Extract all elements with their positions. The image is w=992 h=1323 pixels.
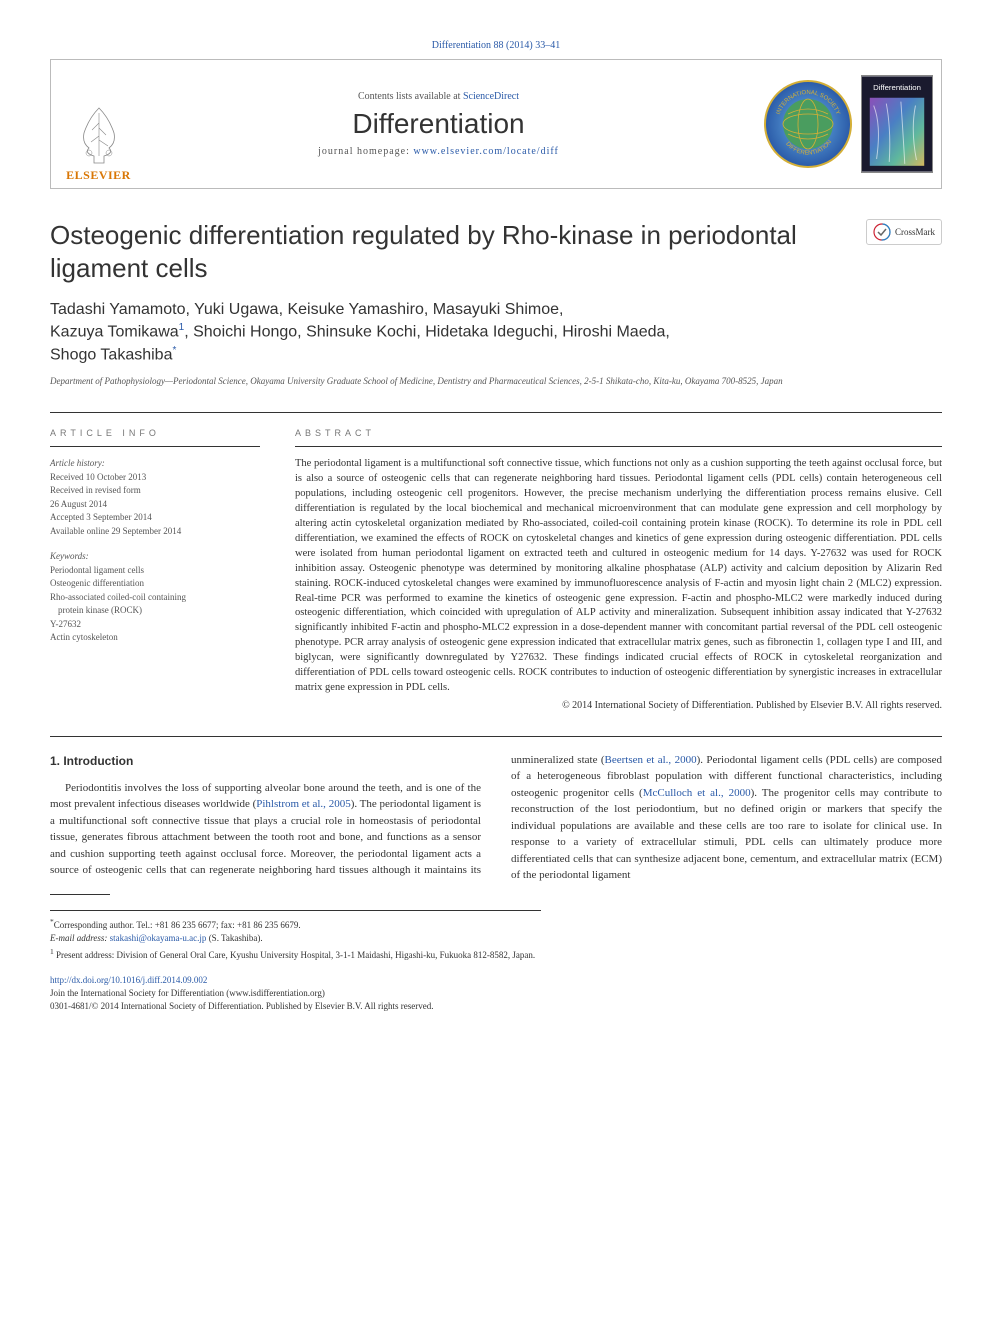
present-address-note: 1 Present address: Division of General O… (50, 946, 541, 963)
keywords-label: Keywords: (50, 550, 260, 564)
corresponding-note: *Corresponding author. Tel.: +81 86 235 … (50, 916, 541, 933)
journal-cover-icon: Differentiation (861, 75, 933, 173)
history-accepted: Accepted 3 September 2014 (50, 511, 260, 525)
publisher-label: ELSEVIER (66, 168, 131, 183)
corresponding-sup[interactable]: * (172, 345, 176, 356)
email-note: E-mail address: stakashi@okayama-u.ac.jp… (50, 932, 541, 946)
banner-center: Contents lists available at ScienceDirec… (146, 60, 731, 188)
keyword-3b: protein kinase (ROCK) (50, 604, 260, 618)
email-link[interactable]: stakashi@okayama-u.ac.jp (110, 933, 207, 943)
keyword-4: Y-27632 (50, 618, 260, 632)
keywords-block: Keywords: Periodontal ligament cells Ost… (50, 550, 260, 645)
info-abstract-row: ARTICLE INFO Article history: Received 1… (50, 412, 942, 711)
footnotes: *Corresponding author. Tel.: +81 86 235 … (50, 910, 541, 963)
history-received: Received 10 October 2013 (50, 471, 260, 485)
keyword-2: Osteogenic differentiation (50, 577, 260, 591)
journal-name: Differentiation (352, 108, 524, 140)
crossmark-badge[interactable]: CrossMark (866, 219, 942, 245)
history-revised-2: 26 August 2014 (50, 498, 260, 512)
abstract-copyright: © 2014 International Society of Differen… (295, 700, 942, 711)
ref-beertsen-2000[interactable]: Beertsen et al., 2000 (605, 754, 697, 766)
affiliation: Department of Pathophysiology—Periodonta… (50, 375, 942, 388)
issn-line: 0301-4681/© 2014 International Society o… (50, 1000, 942, 1013)
doi-link[interactable]: http://dx.doi.org/10.1016/j.diff.2014.09… (50, 975, 207, 985)
history-block: Article history: Received 10 October 201… (50, 457, 260, 538)
society-line: Join the International Society for Diffe… (50, 987, 942, 1000)
keyword-1: Periodontal ligament cells (50, 564, 260, 578)
citation-link[interactable]: Differentiation 88 (2014) 33–41 (432, 40, 560, 51)
homepage-line: journal homepage: www.elsevier.com/locat… (318, 146, 559, 157)
crossmark-icon (873, 223, 891, 241)
authors-block: Tadashi Yamamoto, Yuki Ugawa, Keisuke Ya… (50, 299, 942, 367)
article-info-header: ARTICLE INFO (50, 428, 260, 447)
authors-line-3: Shogo Takashiba* (50, 344, 942, 367)
history-revised-1: Received in revised form (50, 484, 260, 498)
history-label: Article history: (50, 457, 260, 471)
article-info-column: ARTICLE INFO Article history: Received 1… (50, 428, 260, 711)
cover-title-text: Differentiation (873, 83, 921, 92)
journal-banner: ELSEVIER Contents lists available at Sci… (50, 59, 942, 189)
isd-logo-icon: INTERNATIONAL SOCIETY DIFFERENTIATION (763, 79, 853, 169)
history-online: Available online 29 September 2014 (50, 525, 260, 539)
title-row: Osteogenic differentiation regulated by … (50, 219, 942, 284)
banner-right: INTERNATIONAL SOCIETY DIFFERENTIATION Di… (731, 60, 941, 188)
sciencedirect-link[interactable]: ScienceDirect (463, 91, 519, 102)
body-section: 1. Introduction Periodontitis involves t… (50, 736, 942, 884)
homepage-prefix: journal homepage: (318, 146, 413, 157)
publisher-logo-area: ELSEVIER (51, 60, 146, 188)
header-citation: Differentiation 88 (2014) 33–41 (50, 40, 942, 51)
homepage-link[interactable]: www.elsevier.com/locate/diff (413, 146, 558, 157)
abstract-column: ABSTRACT The periodontal ligament is a m… (295, 428, 942, 711)
elsevier-tree-icon (64, 98, 134, 168)
article-title: Osteogenic differentiation regulated by … (50, 219, 846, 284)
authors-line-1: Tadashi Yamamoto, Yuki Ugawa, Keisuke Ya… (50, 299, 942, 321)
footnote-divider (50, 894, 110, 895)
keyword-3: Rho-associated coiled-coil containing (50, 591, 260, 605)
contents-line: Contents lists available at ScienceDirec… (358, 91, 519, 102)
crossmark-label: CrossMark (895, 227, 935, 237)
intro-para-1: Periodontitis involves the loss of suppo… (50, 752, 942, 884)
page-container: Differentiation 88 (2014) 33–41 ELSEVIER… (0, 0, 992, 1042)
intro-heading: 1. Introduction (50, 752, 481, 770)
authors-line-2: Kazuya Tomikawa1, Shoichi Hongo, Shinsuk… (50, 321, 942, 344)
abstract-text: The periodontal ligament is a multifunct… (295, 457, 942, 696)
ref-mcculloch-2000[interactable]: McCulloch et al., 2000 (643, 787, 751, 799)
ref-pihlstrom-2005[interactable]: Pihlstrom et al., 2005 (256, 798, 350, 810)
contents-prefix: Contents lists available at (358, 91, 463, 102)
page-footer: http://dx.doi.org/10.1016/j.diff.2014.09… (50, 974, 942, 1012)
keyword-5: Actin cytoskeleton (50, 631, 260, 645)
abstract-header: ABSTRACT (295, 428, 942, 447)
